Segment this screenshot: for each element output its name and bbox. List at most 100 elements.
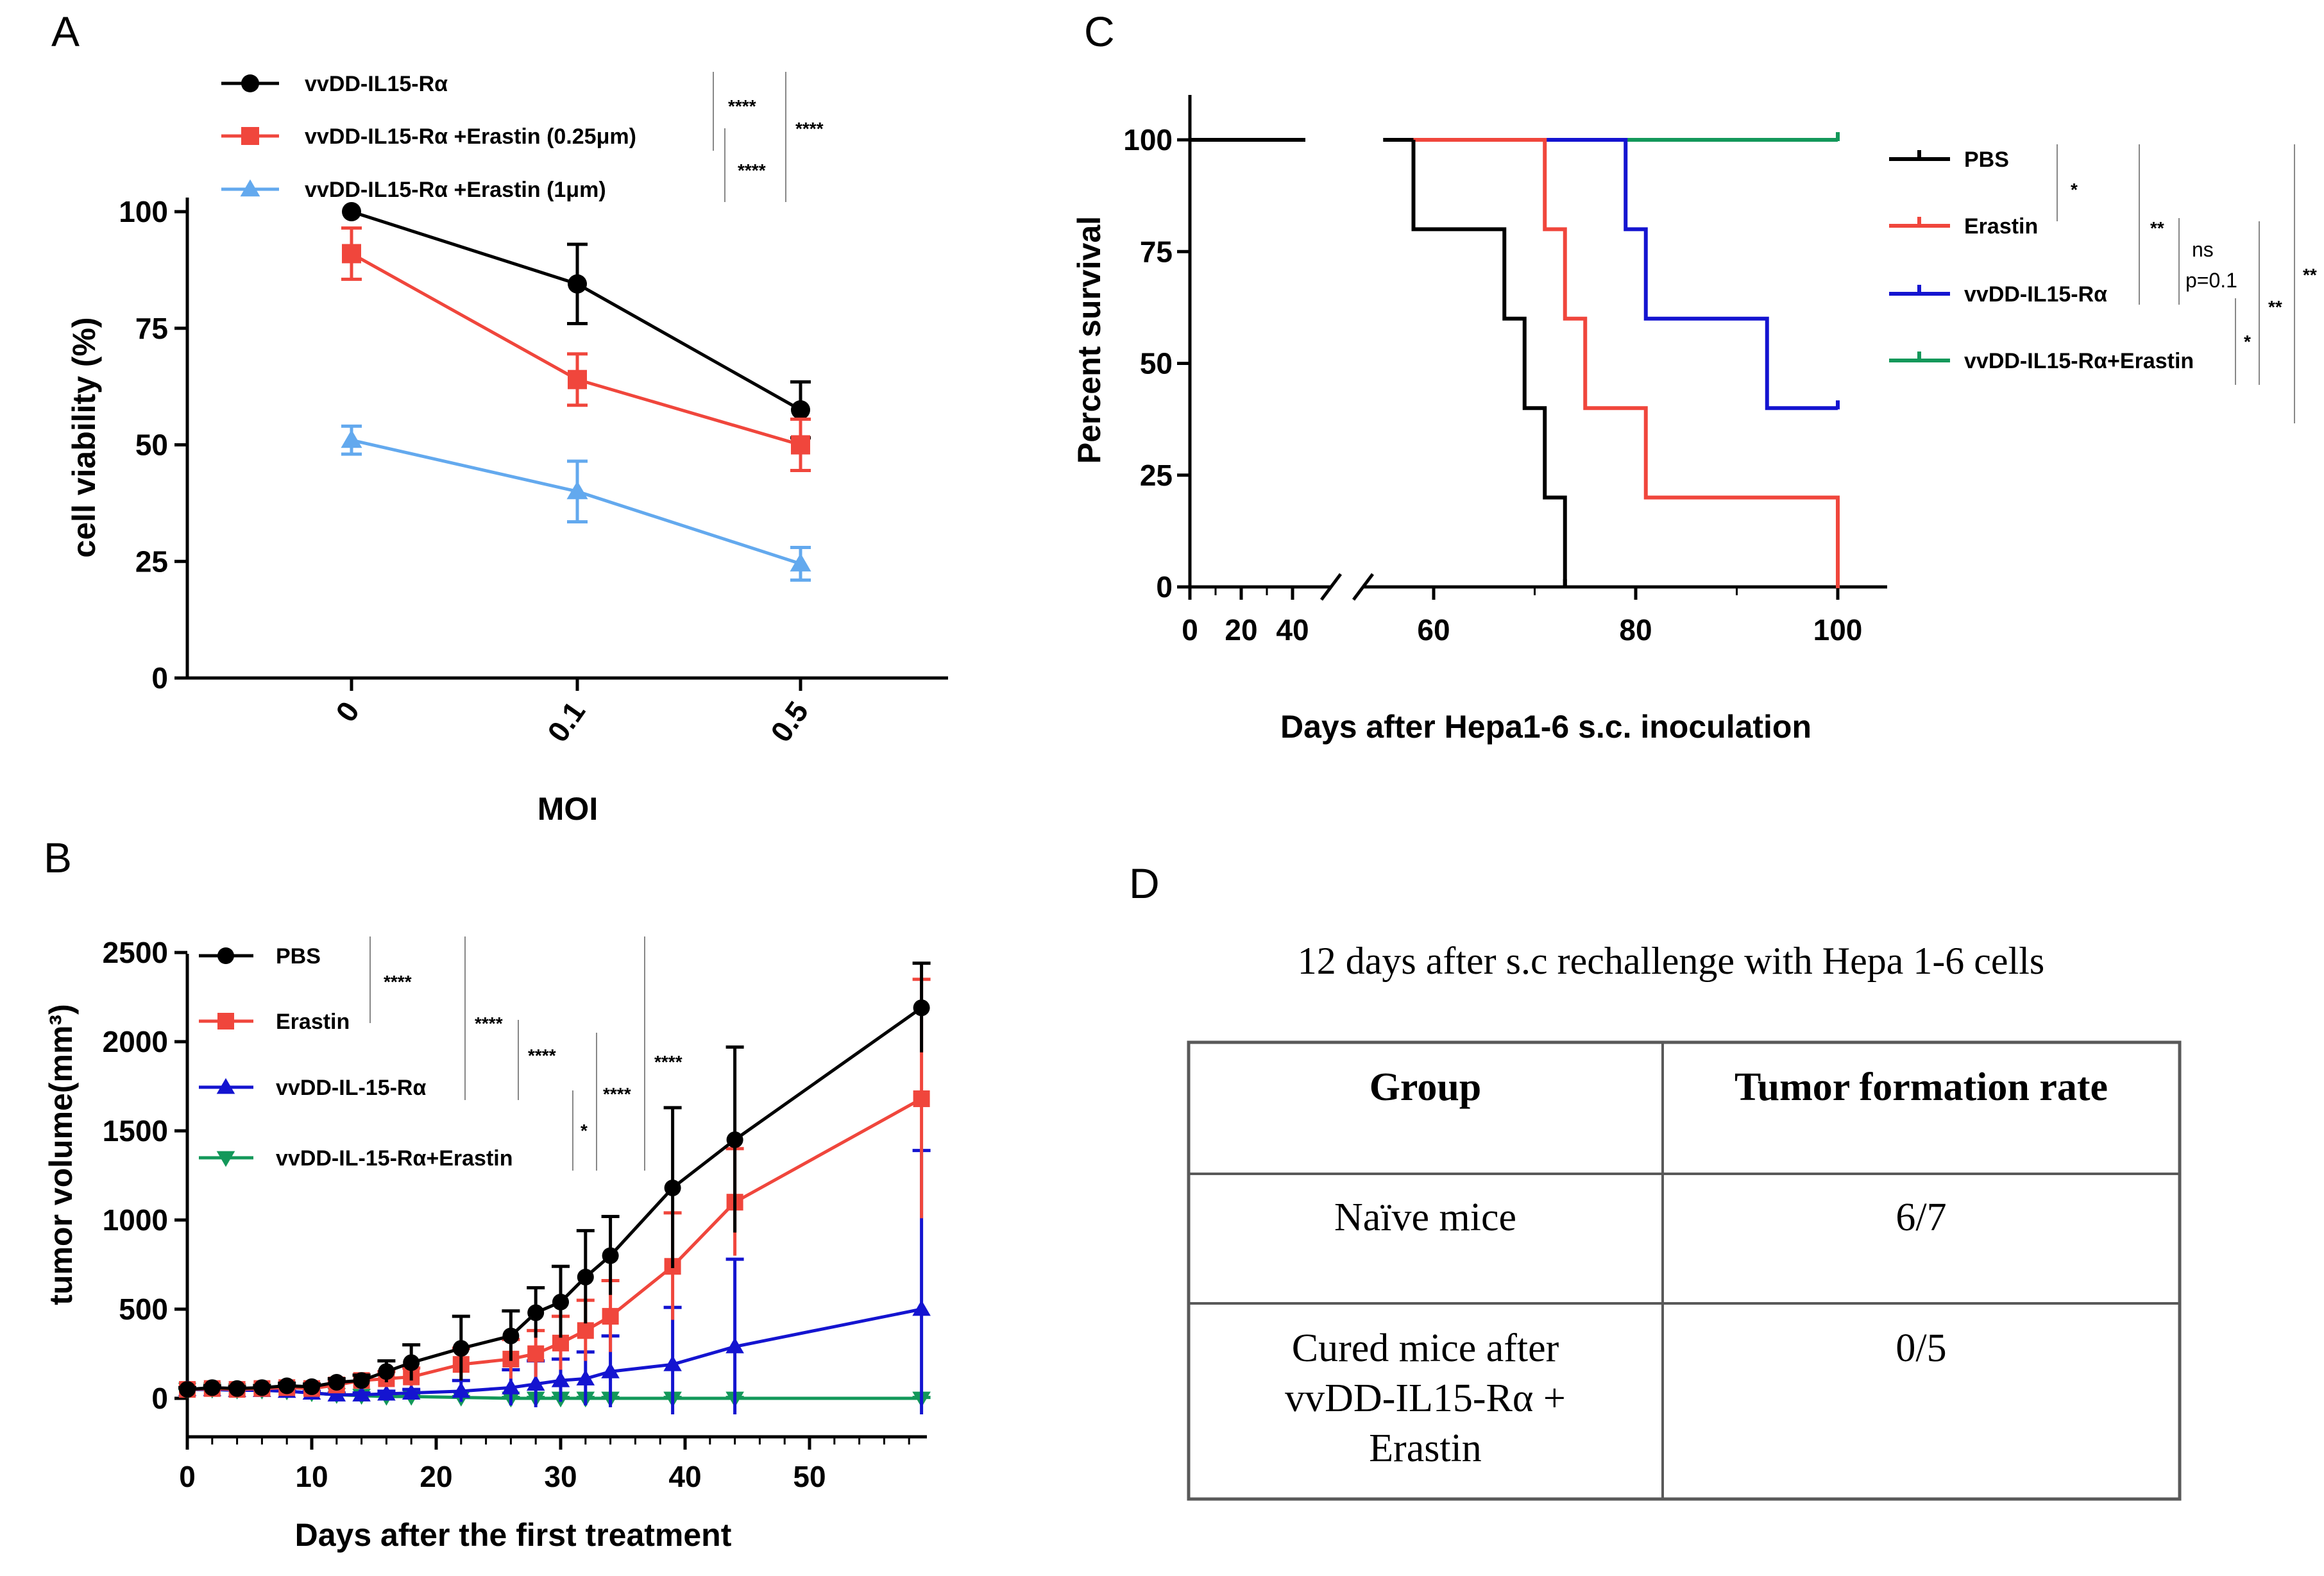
table-header-group: Group bbox=[1370, 1065, 1482, 1109]
table-row-1-rate: 6/7 bbox=[1896, 1196, 1946, 1239]
chart-b-legend-label: PBS bbox=[276, 944, 321, 969]
chart-b-legend-label: Erastin bbox=[276, 1010, 350, 1034]
chart-b-point bbox=[664, 1179, 681, 1196]
chart-a-point bbox=[790, 553, 811, 572]
chart-a-point bbox=[568, 274, 587, 294]
chart-a-xtick-label: 0 bbox=[329, 695, 366, 728]
chart-b-legend-marker bbox=[216, 1078, 235, 1094]
chart-c-sig-7: ** bbox=[2303, 265, 2317, 285]
chart-a-ytick-label: 100 bbox=[119, 195, 168, 228]
chart-c-series-line-1 bbox=[1411, 140, 1567, 587]
chart-b-point bbox=[378, 1363, 395, 1380]
chart-a-legend-marker bbox=[240, 179, 260, 197]
chart-a-sig-3: **** bbox=[795, 119, 824, 139]
chart-b-xtick-label: 0 bbox=[179, 1460, 196, 1493]
chart-a-legend-label: vvDD-IL15-Rα bbox=[305, 72, 448, 96]
panel-label-a: A bbox=[51, 8, 80, 55]
chart-a-point bbox=[568, 369, 587, 389]
chart-c-legend-label: vvDD-IL15-Rα bbox=[1964, 282, 2107, 307]
panel-label-c: C bbox=[1084, 8, 1115, 55]
chart-b-point bbox=[403, 1354, 420, 1371]
chart-b-point bbox=[725, 1337, 744, 1353]
chart-b-significance: **** **** **** * **** **** bbox=[369, 936, 683, 1171]
chart-b-point bbox=[602, 1247, 619, 1264]
table-row-2-group-line-3: Erastin bbox=[1369, 1427, 1482, 1470]
chart-b-sig-6: **** bbox=[654, 1052, 683, 1072]
chart-b-ytick-label: 2000 bbox=[103, 1025, 168, 1058]
table-row-1-group: Naïve mice bbox=[1334, 1196, 1516, 1239]
chart-b-point bbox=[601, 1362, 620, 1378]
chart-b-point bbox=[663, 1355, 682, 1371]
chart-b-xtick-label: 40 bbox=[668, 1460, 701, 1493]
chart-a-point bbox=[566, 480, 588, 500]
chart-a-point bbox=[791, 400, 810, 419]
chart-a-legend: vvDD-IL15-Rα vvDD-IL15-Rα +Erastin (0.25μ… bbox=[221, 72, 636, 202]
chart-a-sig-2: **** bbox=[738, 160, 766, 180]
chart-b-ytick-label: 500 bbox=[119, 1292, 168, 1326]
chart-b-point bbox=[203, 1379, 221, 1396]
chart-a-ytick-label: 50 bbox=[135, 428, 168, 462]
chart-c-sig-4: p=0.1 bbox=[2185, 269, 2237, 292]
chart-a-legend-label: vvDD-IL15-Rα +Erastin (0.25μm) bbox=[305, 124, 636, 149]
chart-a-legend-marker bbox=[241, 74, 259, 92]
chart-c-xtick-label: 60 bbox=[1417, 613, 1450, 647]
chart-b-legend-marker bbox=[216, 1151, 235, 1167]
chart-a-xtick-label: 0.1 bbox=[541, 695, 591, 748]
chart-c-legend-label: PBS bbox=[1964, 148, 2009, 172]
chart-b-ylabel: tumor volume(mm³) bbox=[43, 1004, 79, 1305]
chart-b-point bbox=[527, 1345, 545, 1362]
chart-b-point bbox=[353, 1372, 370, 1389]
chart-b-point bbox=[228, 1380, 246, 1397]
chart-a-ytick-label: 75 bbox=[135, 312, 168, 345]
chart-c-ytick-label: 50 bbox=[1140, 347, 1173, 380]
chart-c-sig-2: ** bbox=[2150, 218, 2164, 238]
chart-b-xtick-label: 20 bbox=[420, 1460, 452, 1493]
chart-b-ytick-label: 2500 bbox=[103, 936, 168, 969]
table-row-2-rate: 0/5 bbox=[1896, 1326, 1946, 1370]
chart-b-point bbox=[452, 1340, 470, 1357]
chart-b-point bbox=[502, 1378, 520, 1394]
table-title: 12 days after s.c rechallenge with Hepa … bbox=[1298, 940, 2045, 982]
chart-c-legend-label: vvDD-IL15-Rα+Erastin bbox=[1964, 349, 2194, 373]
chart-b-point bbox=[577, 1322, 594, 1339]
chart-b-point bbox=[602, 1308, 619, 1325]
chart-c-legend-label: Erastin bbox=[1964, 214, 2038, 239]
chart-b-xtick-label: 50 bbox=[793, 1460, 826, 1493]
chart-c-sig-5: * bbox=[2244, 332, 2251, 352]
chart-c-sig-1: * bbox=[2071, 180, 2078, 199]
chart-c-series-line-2 bbox=[1413, 138, 1840, 587]
chart-c-axis-break-left bbox=[1320, 573, 1342, 601]
chart-b-sig-1: **** bbox=[384, 972, 412, 992]
chart-c-sig-6: ** bbox=[2268, 297, 2282, 317]
chart-c-xtick-label: 100 bbox=[1813, 613, 1863, 647]
chart-b-legend-marker bbox=[217, 947, 234, 964]
chart-b-point bbox=[328, 1373, 345, 1391]
chart-a-legend-marker bbox=[241, 127, 259, 145]
chart-b-point bbox=[253, 1379, 271, 1396]
table-row-2-group-line-1: Cured mice after bbox=[1292, 1326, 1559, 1370]
chart-b-legend-label: vvDD-IL-15-Rα+Erastin bbox=[276, 1146, 513, 1171]
chart-a-significance: **** **** **** bbox=[713, 72, 824, 202]
chart-b-point bbox=[179, 1381, 196, 1398]
chart-c-xtick-label: 80 bbox=[1619, 613, 1652, 647]
chart-c-xtick-label: 40 bbox=[1276, 613, 1309, 647]
chart-b-ytick-label: 0 bbox=[151, 1382, 168, 1415]
chart-b-point bbox=[377, 1384, 396, 1401]
chart-b-point bbox=[402, 1384, 421, 1400]
chart-b-xlabel: Days after the first treatment bbox=[295, 1517, 732, 1553]
chart-b-legend-marker bbox=[217, 1013, 234, 1029]
chart-c-xtick-label: 0 bbox=[1182, 613, 1198, 647]
table-header-rate: Tumor formation rate bbox=[1735, 1065, 2108, 1109]
chart-b-point bbox=[913, 1090, 930, 1107]
chart-b-point bbox=[452, 1382, 471, 1398]
chart-a-point bbox=[342, 244, 361, 264]
chart-c-axis-break-right bbox=[1352, 573, 1374, 601]
chart-a-ytick-label: 25 bbox=[135, 545, 168, 578]
table-row-2-group-line-2: vvDD-IL15-Rα + bbox=[1285, 1377, 1566, 1420]
chart-a-xlabel: MOI bbox=[538, 791, 598, 827]
chart-b-xtick-label: 30 bbox=[544, 1460, 577, 1493]
chart-b-sig-5: **** bbox=[603, 1084, 631, 1104]
chart-a-ylabel: cell viability (%) bbox=[66, 317, 102, 557]
chart-a-point bbox=[791, 435, 810, 455]
